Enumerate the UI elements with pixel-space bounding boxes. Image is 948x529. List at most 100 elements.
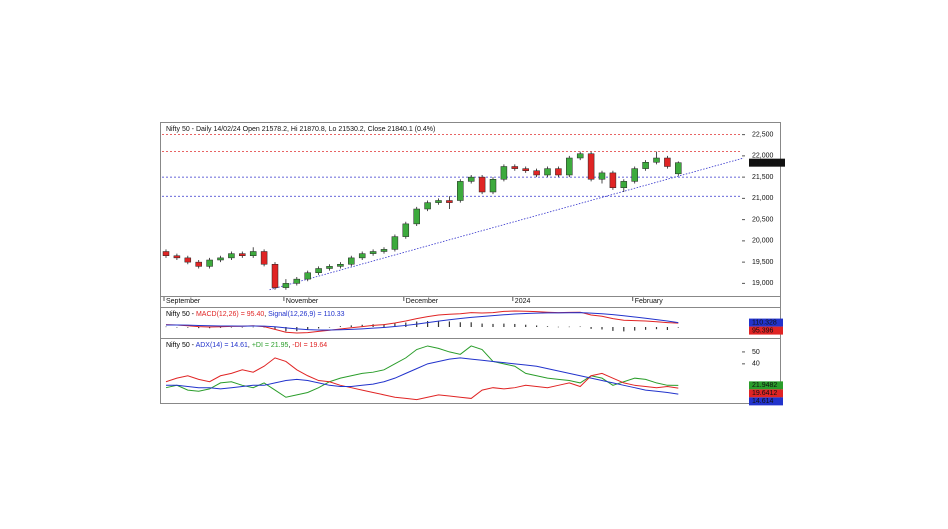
- candle-body: [435, 200, 442, 203]
- histogram-bar: [481, 323, 483, 327]
- panel-title: Nifty 50 - MACD(12,26) = 95.40, Signal(1…: [166, 311, 345, 318]
- candle-body: [195, 261, 202, 267]
- histogram-bar: [209, 327, 211, 329]
- histogram-bar: [176, 327, 178, 328]
- candle-body: [620, 181, 628, 188]
- candle-body: [380, 249, 388, 252]
- candle-body: [184, 257, 192, 263]
- histogram-bar: [590, 327, 592, 329]
- candle-body: [391, 236, 399, 250]
- candle-body: [489, 179, 497, 193]
- histogram-bar: [274, 327, 276, 330]
- histogram-bar: [328, 327, 331, 328]
- candle-body: [587, 153, 595, 180]
- histogram-bar: [285, 327, 287, 332]
- histogram-bar: [579, 326, 581, 328]
- candle-body: [478, 176, 486, 193]
- histogram-bar: [568, 326, 570, 328]
- frame: [160, 122, 781, 404]
- last-value-label: 19.6412: [752, 390, 777, 397]
- title-part: MACD(12,26) = 95.40: [196, 311, 264, 318]
- candle-body: [304, 272, 311, 280]
- y-tick-label: 21,500: [752, 174, 774, 181]
- series-line: [166, 357, 679, 395]
- histogram-bar: [492, 323, 494, 327]
- title-part: Signal(12,26,9) = 110.33: [268, 311, 344, 318]
- candle-body: [642, 162, 649, 169]
- candle-body: [337, 264, 344, 267]
- y-tick-label: 20,500: [752, 216, 774, 223]
- histogram-bar: [394, 323, 396, 327]
- histogram-bar: [263, 327, 265, 328]
- candle-body: [348, 257, 355, 265]
- histogram-bar: [645, 327, 647, 330]
- histogram-bar: [187, 327, 189, 328]
- histogram-bar: [557, 326, 559, 328]
- candle-body: [576, 153, 584, 159]
- candle-body: [457, 181, 464, 201]
- candle-body: [555, 168, 562, 176]
- candle-body: [609, 172, 617, 188]
- last-value-label: 95.396: [752, 327, 774, 334]
- panel-title: Nifty 50 - ADX(14) = 14.61, +DI = 21.95,…: [166, 342, 327, 349]
- y-tick-label: 50: [752, 349, 760, 356]
- candle-body: [293, 278, 301, 284]
- last-value-box: [749, 389, 783, 398]
- series-line: [165, 357, 679, 401]
- candle-body: [369, 251, 377, 254]
- title-part: Nifty 50 -: [166, 311, 196, 318]
- last-value-box: [749, 318, 783, 327]
- candle-body: [675, 162, 682, 175]
- candle-body: [413, 208, 420, 225]
- last-value-box: [749, 381, 783, 390]
- candle-body: [467, 176, 475, 182]
- histogram-bar: [655, 327, 658, 330]
- histogram-bar: [546, 326, 549, 327]
- last-value-label: 21.9482: [752, 382, 777, 389]
- trend-line: [269, 157, 744, 291]
- histogram-bar: [252, 326, 254, 328]
- candle-body: [522, 168, 529, 171]
- y-tick-label: 21,000: [752, 195, 774, 202]
- histogram-bar: [165, 326, 167, 328]
- candle-body: [249, 251, 257, 256]
- histogram-bar: [536, 325, 538, 327]
- candle-body: [358, 253, 366, 259]
- candle-body: [631, 168, 638, 182]
- title-part: Nifty 50 -: [166, 342, 196, 349]
- candle-body: [566, 157, 573, 176]
- candle-body: [228, 253, 235, 259]
- histogram-bar: [219, 327, 222, 328]
- histogram-bar: [350, 325, 352, 327]
- y-tick-label: 40: [752, 361, 760, 368]
- histogram-bar: [503, 323, 505, 327]
- y-tick-label: 19,500: [752, 259, 774, 266]
- candle-body: [500, 166, 508, 180]
- histogram-bar: [230, 327, 232, 328]
- histogram-bar: [666, 327, 668, 330]
- title-part: +DI = 21.95: [252, 342, 289, 349]
- histogram-bar: [437, 320, 440, 327]
- last-value-box: [749, 326, 783, 335]
- histogram-bar: [361, 324, 363, 327]
- candle-body: [511, 166, 519, 169]
- histogram-bar: [339, 326, 341, 327]
- candle-body: [544, 168, 551, 176]
- histogram-bar: [459, 322, 461, 327]
- candle-body: [162, 251, 170, 256]
- histogram-bar: [677, 327, 679, 328]
- x-tick-label: February: [635, 298, 664, 305]
- histogram-bar: [612, 327, 614, 331]
- candle-body: [402, 223, 410, 237]
- histogram-bar: [623, 327, 625, 332]
- histogram-bar: [601, 327, 603, 330]
- histogram-bar: [383, 324, 385, 327]
- last-value-label: 110.328: [752, 319, 777, 326]
- candle-body: [239, 253, 246, 256]
- histogram-bar: [405, 322, 407, 327]
- histogram-bar: [307, 327, 309, 330]
- candle-body: [326, 266, 333, 269]
- series-line: [166, 312, 679, 331]
- y-tick-label: 19,000: [752, 280, 774, 287]
